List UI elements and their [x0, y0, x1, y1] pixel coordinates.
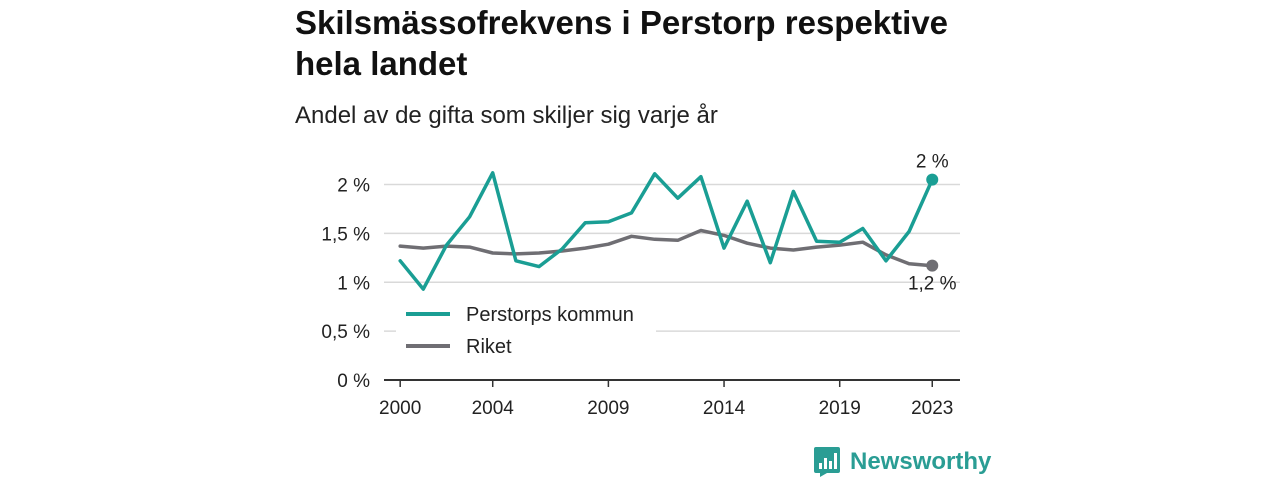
brand-name: Newsworthy	[850, 448, 992, 475]
y-tick-label: 1,5 %	[321, 224, 370, 245]
x-tick-label: 2023	[911, 398, 953, 419]
x-tick-label: 2004	[472, 398, 515, 419]
y-axis-ticks: 0 % 0,5 % 1 % 1,5 % 2 %	[321, 176, 370, 392]
x-tick-label: 2014	[703, 398, 746, 419]
x-axis-ticks: 2000 2004 2009 2014 2019 2023	[379, 380, 953, 419]
perstorp-end-label: 2 %	[916, 152, 949, 173]
riket-end-label: 1,2 %	[908, 274, 957, 295]
end-point-marker	[926, 259, 939, 272]
legend-label: Perstorps kommun	[466, 304, 634, 326]
end-point-marker	[926, 173, 939, 186]
y-tick-label: 1 %	[337, 273, 370, 294]
newsworthy-logo-icon	[814, 447, 840, 477]
chart-subtitle: Andel av de gifta som skiljer sig varje …	[295, 102, 718, 129]
x-tick-label: 2019	[819, 398, 861, 419]
x-tick-label: 2009	[587, 398, 629, 419]
chart-title: Skilsmässofrekvens i Perstorp respektive…	[295, 4, 949, 82]
legend-label: Riket	[466, 336, 512, 358]
x-tick-label: 2000	[379, 398, 421, 419]
y-tick-label: 0 %	[337, 371, 370, 392]
newsworthy-brand[interactable]: Newsworthy	[813, 446, 991, 478]
legend: Perstorps kommun Riket	[406, 304, 634, 358]
legend-background	[396, 298, 656, 366]
series-lines: 2 % 1,2 %	[398, 152, 957, 295]
riket-line	[398, 228, 934, 268]
y-tick-label: 2 %	[337, 176, 370, 197]
y-tick-label: 0,5 %	[321, 322, 370, 343]
perstorp-line	[398, 171, 934, 291]
